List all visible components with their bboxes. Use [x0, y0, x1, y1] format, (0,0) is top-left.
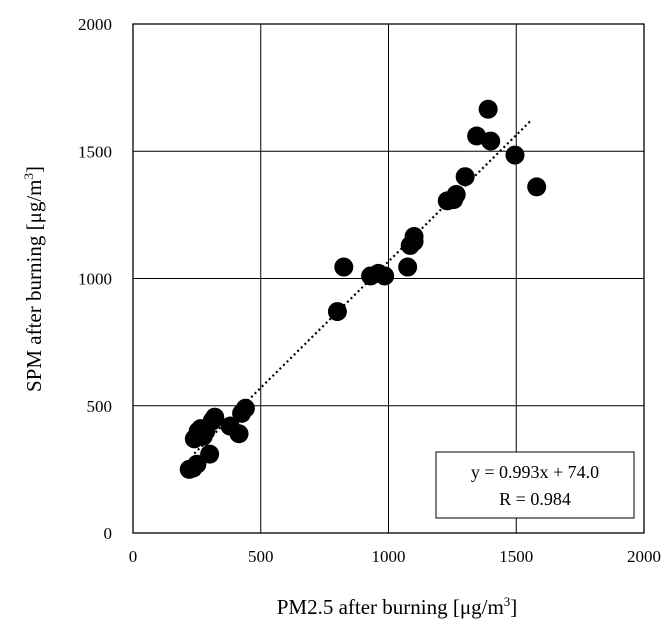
x-tick-label: 1000 — [372, 547, 406, 566]
data-point — [505, 145, 525, 165]
x-axis-ticks: 0 500 1000 1500 2000 — [129, 547, 661, 566]
data-point — [200, 444, 220, 464]
data-point — [398, 257, 418, 277]
regression-equation: y = 0.993x + 74.0 — [471, 462, 599, 482]
data-points — [179, 99, 547, 479]
y-tick-label: 0 — [104, 524, 113, 543]
trendline — [193, 119, 533, 455]
x-tick-label: 0 — [129, 547, 138, 566]
data-point — [229, 424, 249, 444]
data-point — [375, 266, 395, 286]
y-tick-label: 2000 — [78, 15, 112, 34]
data-point — [205, 407, 225, 427]
data-point — [455, 167, 475, 187]
correlation-coefficient: R = 0.984 — [499, 489, 571, 509]
y-tick-label: 1000 — [78, 270, 112, 289]
data-point — [481, 131, 501, 151]
trendline-group — [193, 119, 533, 455]
y-axis-ticks: 0 500 1000 1500 2000 — [78, 15, 112, 543]
data-point — [446, 185, 466, 205]
data-point — [327, 302, 347, 322]
data-point — [527, 177, 547, 197]
y-tick-label: 1500 — [78, 142, 112, 161]
data-point — [187, 454, 207, 474]
y-tick-label: 500 — [87, 397, 113, 416]
x-tick-label: 500 — [248, 547, 274, 566]
data-point — [235, 398, 255, 418]
data-point — [334, 257, 354, 277]
y-axis-label: SPM after burning [μg/m3] — [21, 166, 46, 392]
data-point — [404, 227, 424, 247]
data-point — [478, 99, 498, 119]
regression-annotation: y = 0.993x + 74.0 R = 0.984 — [435, 451, 635, 519]
x-tick-label: 1500 — [499, 547, 533, 566]
plot-area-frame — [132, 23, 645, 534]
x-axis-label: PM2.5 after burning [μg/m3] — [277, 594, 518, 619]
x-tick-label: 2000 — [627, 547, 661, 566]
annotation-box — [435, 451, 635, 519]
